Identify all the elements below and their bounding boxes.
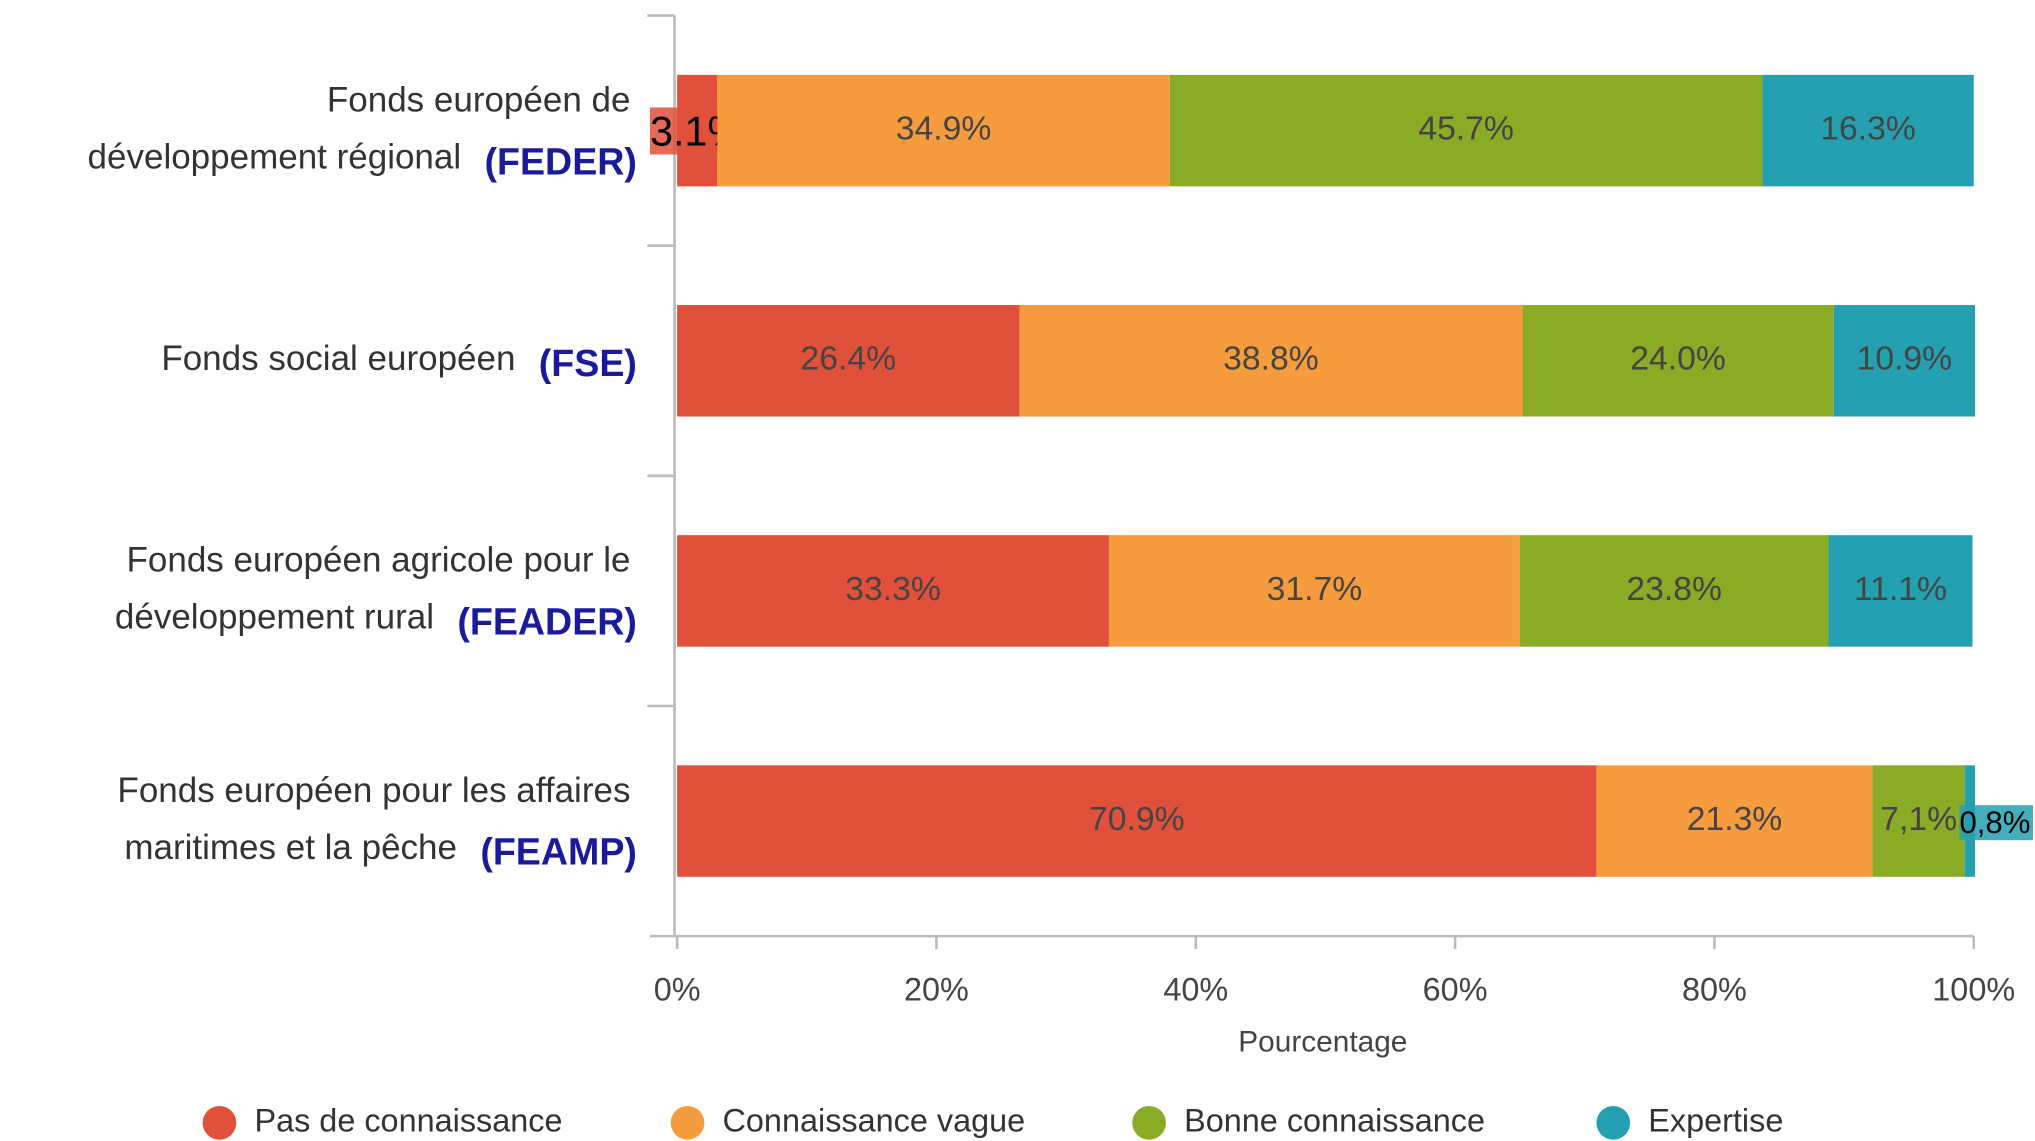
category-label: Fonds européen agricole pour le	[127, 541, 631, 580]
category-label: développement régional	[88, 137, 462, 176]
data-label: 24.0%	[1630, 340, 1726, 378]
x-tick-label: 0%	[654, 971, 701, 1007]
x-tick-label: 20%	[904, 971, 969, 1007]
data-label: 31.7%	[1267, 570, 1363, 608]
bar-segment	[1833, 305, 1976, 417]
category-label: Fonds social européen	[161, 339, 515, 378]
bar-segment	[677, 305, 1020, 417]
data-label: 45.7%	[1418, 110, 1514, 148]
bar-segment	[1596, 765, 1873, 877]
data-label: 11.1%	[1854, 570, 1947, 608]
legend-label: Expertise	[1648, 1102, 1783, 1138]
legend-marker	[670, 1105, 705, 1140]
bar-segment	[1872, 765, 1965, 877]
bar-segment	[1519, 535, 1829, 647]
category-abbreviation: (FEADER)	[457, 601, 637, 643]
legend-marker	[1132, 1105, 1166, 1140]
bar-segment	[677, 765, 1597, 877]
data-label: 34.9%	[896, 110, 992, 148]
category-label: Fonds européen pour les affaires	[117, 771, 630, 810]
category-abbreviation: (FSE)	[539, 342, 637, 384]
legend-label: Connaissance vague	[723, 1102, 1026, 1138]
bar-segment	[677, 535, 1109, 647]
data-label: 7,1%	[1880, 800, 1957, 838]
category-label: maritimes et la pêche	[124, 828, 457, 867]
legend-label: Pas de connaissance	[254, 1102, 562, 1138]
x-tick-label: 60%	[1423, 971, 1488, 1007]
x-axis-title: Pourcentage	[1238, 1026, 1407, 1059]
legend-label: Bonne connaissance	[1184, 1102, 1485, 1138]
data-label: 33.3%	[845, 570, 941, 608]
bar-segment	[1019, 305, 1523, 417]
bar-segment	[1522, 305, 1834, 417]
data-label: 70.9%	[1089, 800, 1185, 838]
data-label: 10.9%	[1857, 340, 1953, 378]
bar-segment	[1828, 535, 1973, 647]
data-label-background	[1959, 805, 2033, 841]
bar-segment	[1108, 535, 1520, 647]
x-tick-label: 40%	[1163, 971, 1228, 1007]
x-tick-label: 100%	[1932, 971, 2015, 1007]
bar-segment	[1169, 74, 1763, 187]
x-tick-label: 80%	[1682, 971, 1747, 1007]
data-label: 23.8%	[1626, 570, 1722, 608]
category-label: développement rural	[115, 598, 434, 637]
data-label: 21.3%	[1687, 800, 1783, 838]
data-label: 38.8%	[1223, 340, 1319, 378]
bar-segment	[717, 74, 1170, 187]
legend-marker	[1596, 1105, 1631, 1140]
category-abbreviation: (FEAMP)	[480, 831, 637, 873]
category-abbreviation: (FEDER)	[484, 140, 636, 182]
data-label: 16.3%	[1820, 110, 1916, 148]
legend-marker	[202, 1105, 237, 1140]
category-label: Fonds européen de	[327, 80, 631, 119]
bar-segment	[1762, 74, 1974, 187]
data-label: 0,8%	[1959, 805, 2030, 840]
data-label: 26.4%	[801, 340, 897, 378]
